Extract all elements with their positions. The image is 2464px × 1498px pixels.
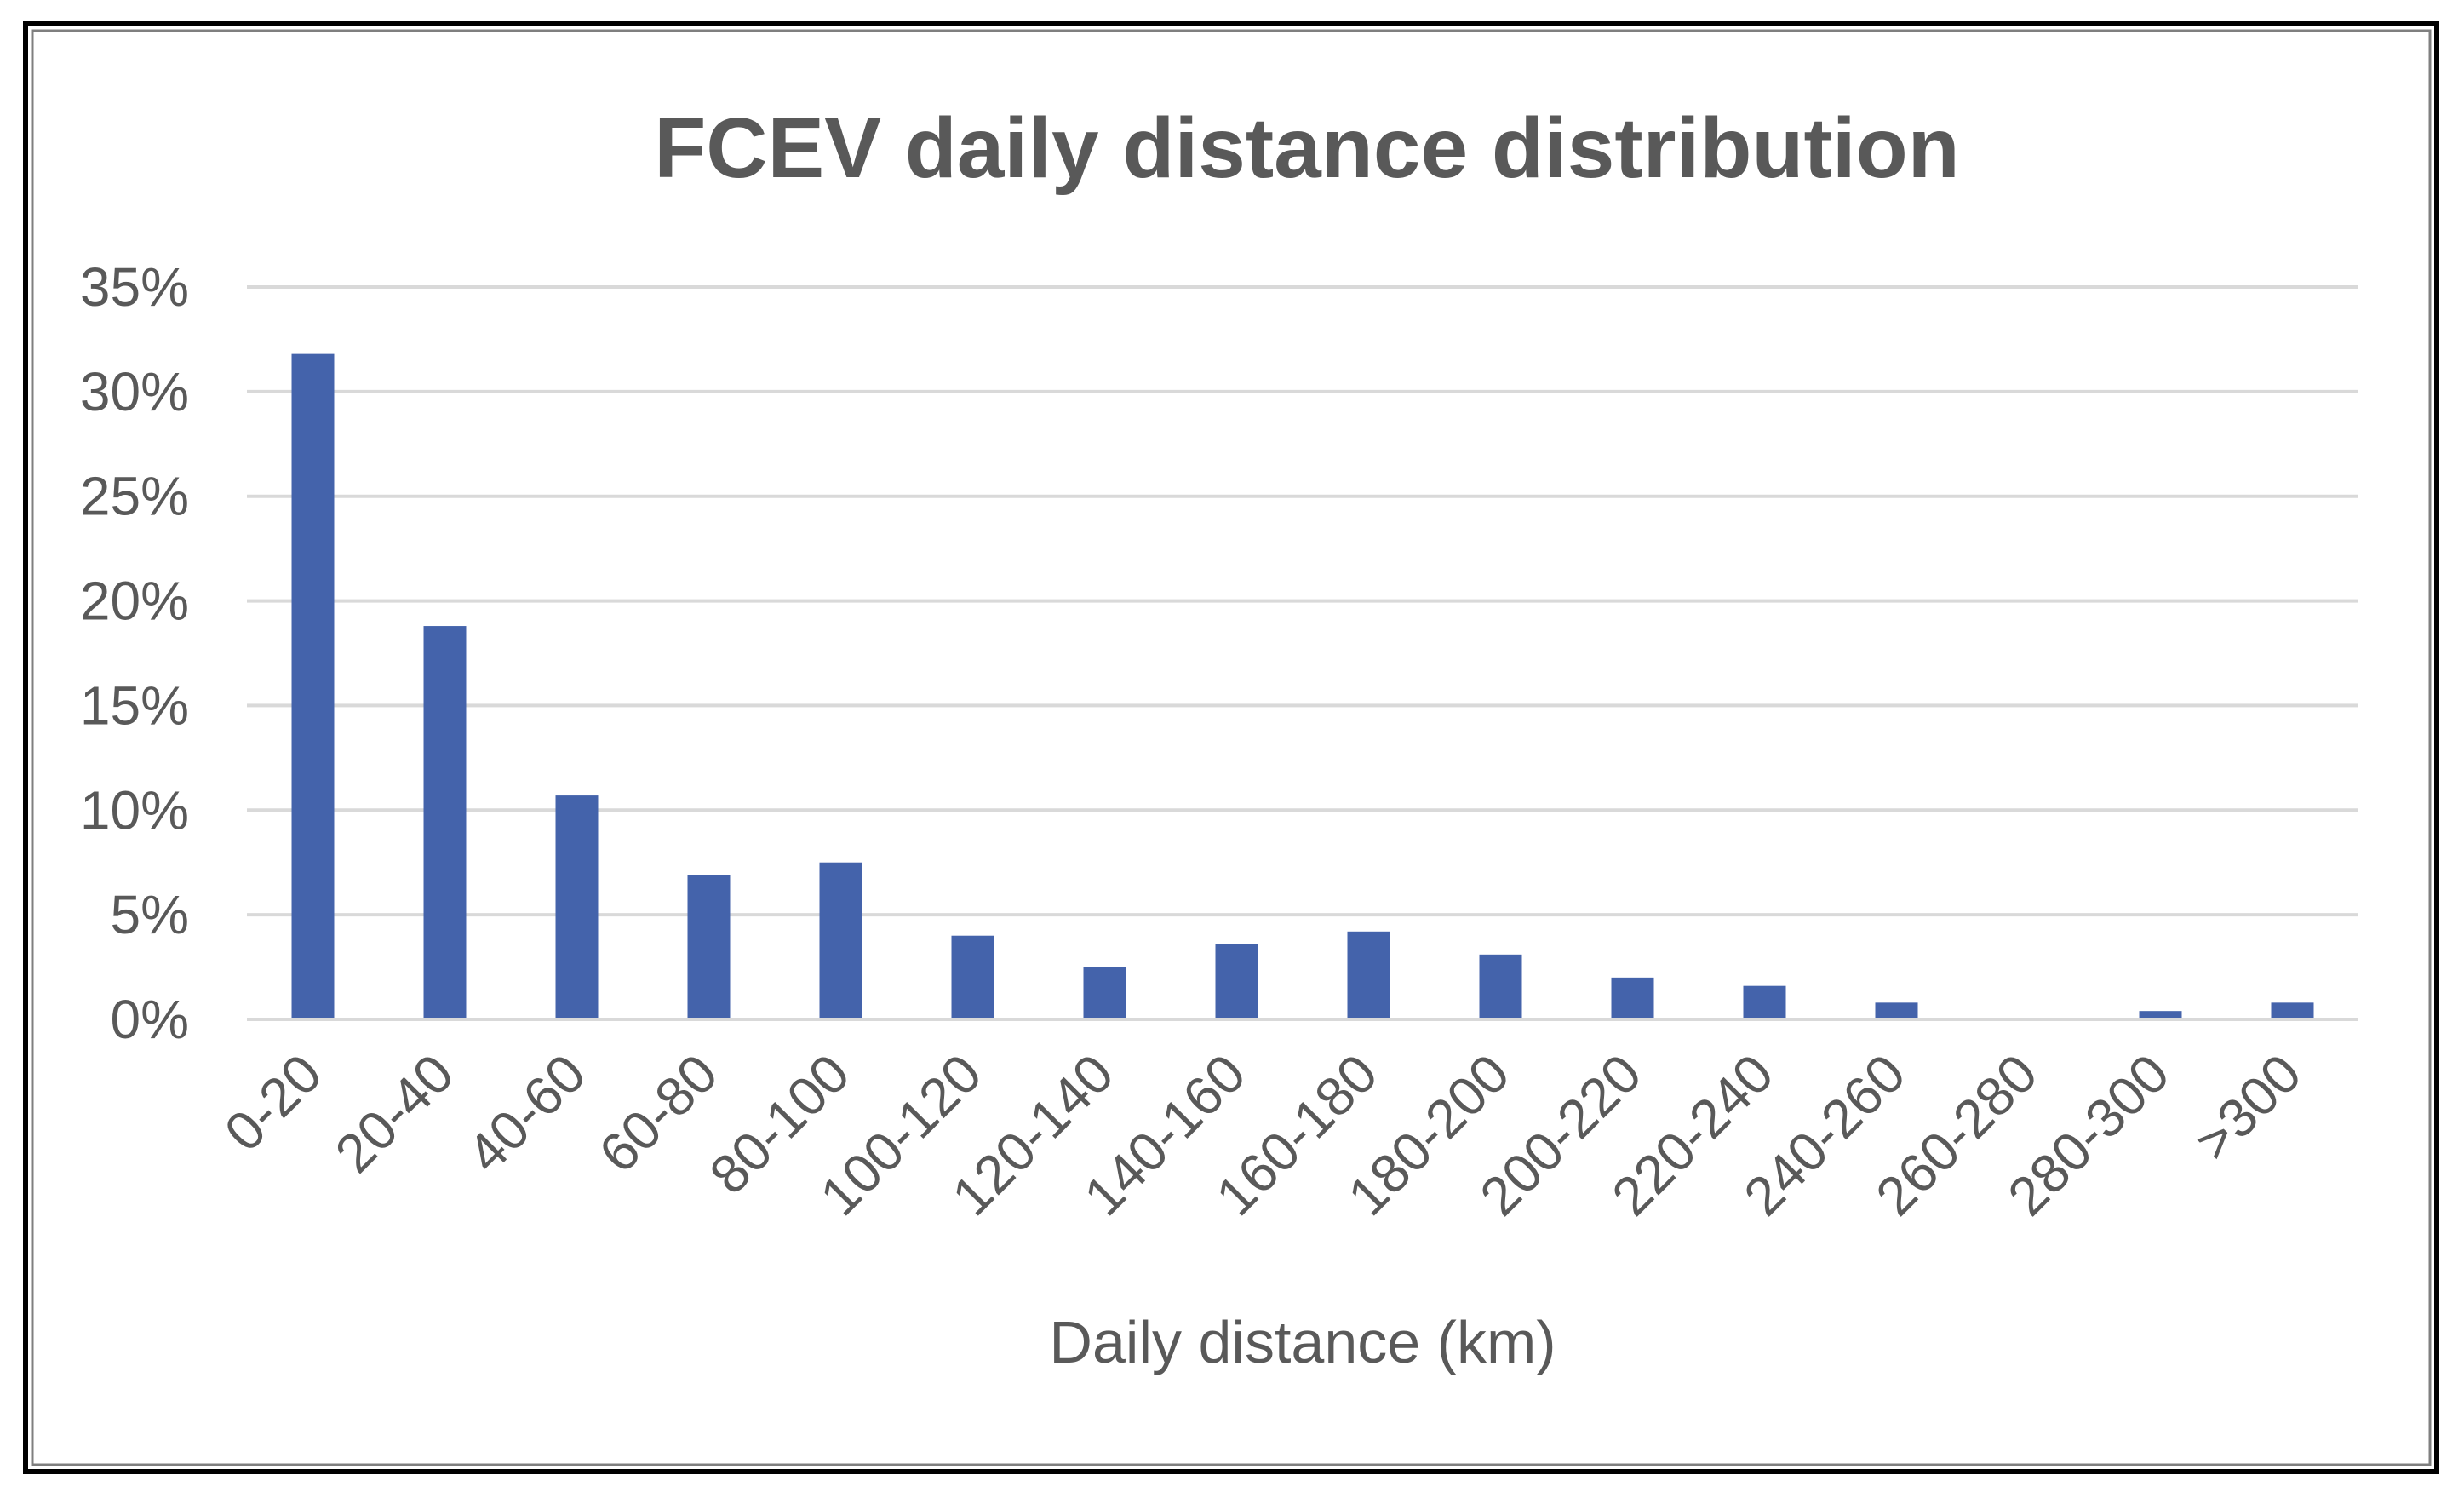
y-tick-label: 35% [80,256,189,318]
x-axis-title: Daily distance (km) [1049,1309,1556,1375]
bar-60-80 [687,875,731,1019]
bar-140-160 [1215,944,1258,1019]
bar-240-260 [1875,1002,1918,1019]
y-axis-tick-labels: 0% 5% 10% 15% 20% 25% 30% 35% [80,256,189,1050]
y-tick-label: 10% [80,779,189,841]
y-tick-label: 5% [111,884,190,945]
bar-20-40 [423,626,467,1019]
chart-title: FCEV daily distance distribution [654,100,1960,196]
gridlines [247,285,2358,917]
chart-area-border [31,29,2432,1466]
bar-80-100 [819,862,862,1019]
bar-220-240 [1743,985,1786,1019]
y-tick-label: 25% [80,466,189,527]
outer-frame [23,21,2439,1474]
bars [291,353,2314,1020]
bar-100-120 [951,935,994,1019]
bar-280-300 [2139,1011,2182,1019]
y-tick-label: 30% [80,361,189,422]
bar-200-220 [1611,977,1654,1019]
y-tick-label: 15% [80,674,189,736]
bar-0-20 [291,353,335,1020]
bar-180-200 [1479,954,1522,1019]
y-tick-label: 20% [80,571,189,632]
bar-40-60 [555,795,599,1019]
y-tick-label: 0% [111,989,190,1050]
bar-160-180 [1347,931,1390,1019]
bar->300 [2271,1002,2314,1019]
bar-120-140 [1083,967,1126,1019]
